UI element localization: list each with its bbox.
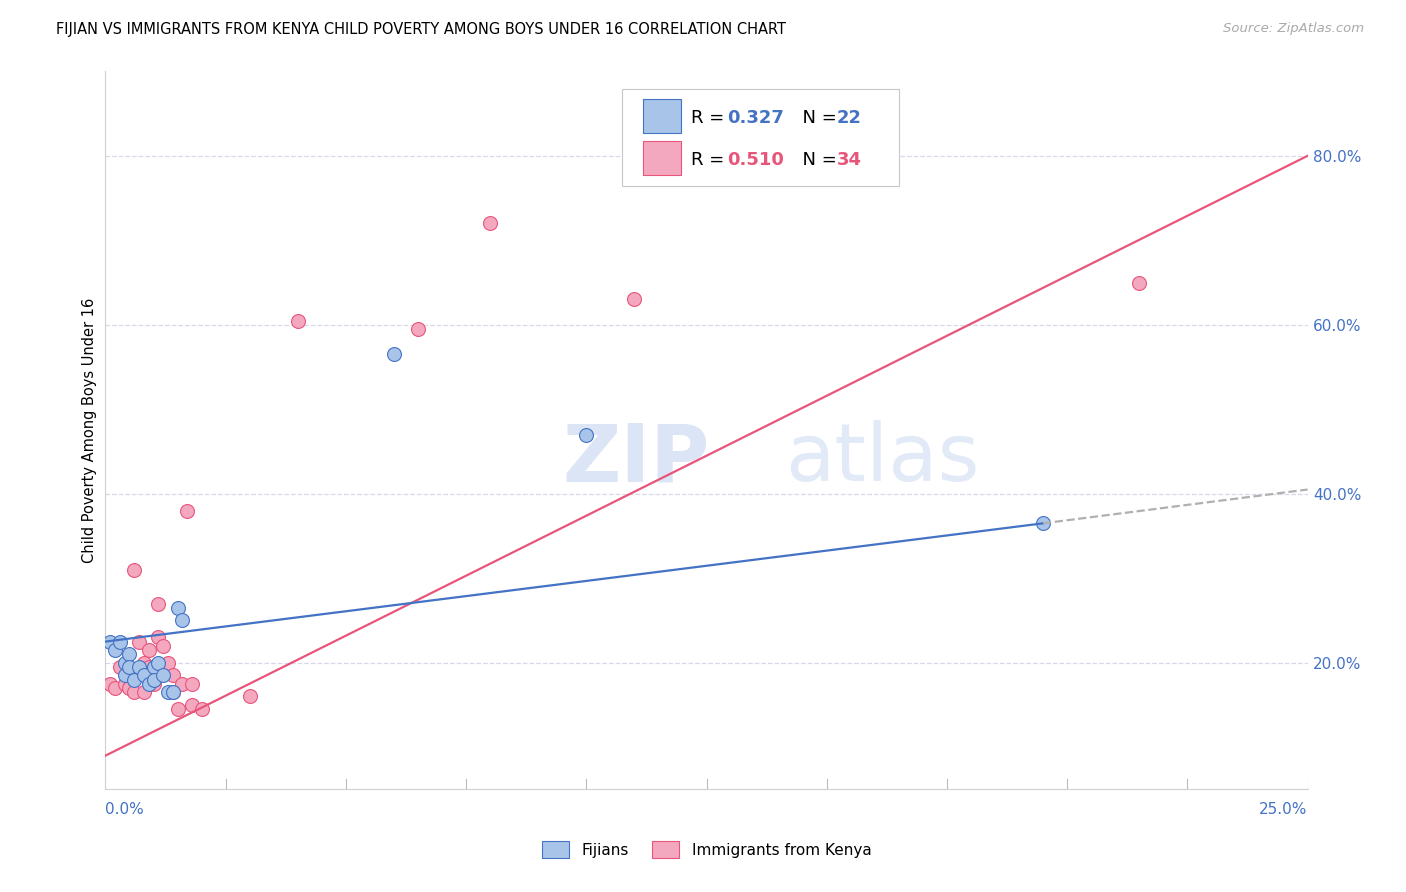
Point <box>156 656 179 670</box>
Point <box>142 668 165 682</box>
Point <box>172 677 194 691</box>
Text: 0.327: 0.327 <box>727 109 783 127</box>
Point <box>148 631 170 645</box>
Point <box>623 293 645 307</box>
Point <box>162 685 184 699</box>
Point <box>124 685 146 699</box>
Point <box>124 563 146 577</box>
Point <box>138 660 160 674</box>
Point <box>181 677 204 691</box>
Point <box>190 702 212 716</box>
Point <box>142 673 165 687</box>
Point <box>114 656 136 670</box>
Point <box>148 656 170 670</box>
Point <box>162 685 184 699</box>
Point <box>124 673 146 687</box>
Point <box>148 597 170 611</box>
Point <box>152 660 174 674</box>
FancyBboxPatch shape <box>623 89 898 186</box>
Point <box>575 427 598 442</box>
Point <box>382 347 405 361</box>
Text: atlas: atlas <box>785 420 979 498</box>
Point <box>128 660 150 674</box>
Point <box>104 681 127 695</box>
Point <box>166 702 188 716</box>
Text: 22: 22 <box>837 109 862 127</box>
Point <box>1128 276 1150 290</box>
Point <box>162 668 184 682</box>
Point <box>406 322 429 336</box>
Point <box>172 614 194 628</box>
Text: FIJIAN VS IMMIGRANTS FROM KENYA CHILD POVERTY AMONG BOYS UNDER 16 CORRELATION CH: FIJIAN VS IMMIGRANTS FROM KENYA CHILD PO… <box>56 22 786 37</box>
Text: 25.0%: 25.0% <box>1260 802 1308 816</box>
Point <box>479 216 502 230</box>
Point <box>156 685 179 699</box>
Point <box>132 656 155 670</box>
Text: 0.0%: 0.0% <box>105 802 145 816</box>
Point <box>132 685 155 699</box>
Point <box>108 660 131 674</box>
Point <box>132 668 155 682</box>
Point <box>239 690 262 704</box>
Text: R =: R = <box>690 109 730 127</box>
Point <box>118 647 141 661</box>
Point <box>114 677 136 691</box>
Point <box>152 668 174 682</box>
Text: ZIP: ZIP <box>562 420 710 498</box>
Point <box>176 503 198 517</box>
Point <box>98 634 121 648</box>
Point <box>108 634 131 648</box>
Y-axis label: Child Poverty Among Boys Under 16: Child Poverty Among Boys Under 16 <box>82 298 97 563</box>
Text: 34: 34 <box>837 152 862 169</box>
Point <box>118 681 141 695</box>
Point <box>142 677 165 691</box>
Point <box>98 677 121 691</box>
Point <box>114 668 136 682</box>
Legend: Fijians, Immigrants from Kenya: Fijians, Immigrants from Kenya <box>536 835 877 864</box>
Text: R =: R = <box>690 152 730 169</box>
Text: 0.510: 0.510 <box>727 152 783 169</box>
Point <box>138 677 160 691</box>
Text: N =: N = <box>790 109 842 127</box>
Point <box>152 639 174 653</box>
Point <box>166 600 188 615</box>
Text: N =: N = <box>790 152 842 169</box>
Point <box>142 660 165 674</box>
Point <box>118 668 141 682</box>
Point <box>1032 516 1054 531</box>
FancyBboxPatch shape <box>643 141 682 176</box>
Point <box>118 660 141 674</box>
Point <box>104 643 127 657</box>
FancyBboxPatch shape <box>643 99 682 133</box>
Point <box>138 643 160 657</box>
Point <box>287 313 309 327</box>
Point <box>181 698 204 712</box>
Point <box>128 634 150 648</box>
Text: Source: ZipAtlas.com: Source: ZipAtlas.com <box>1223 22 1364 36</box>
